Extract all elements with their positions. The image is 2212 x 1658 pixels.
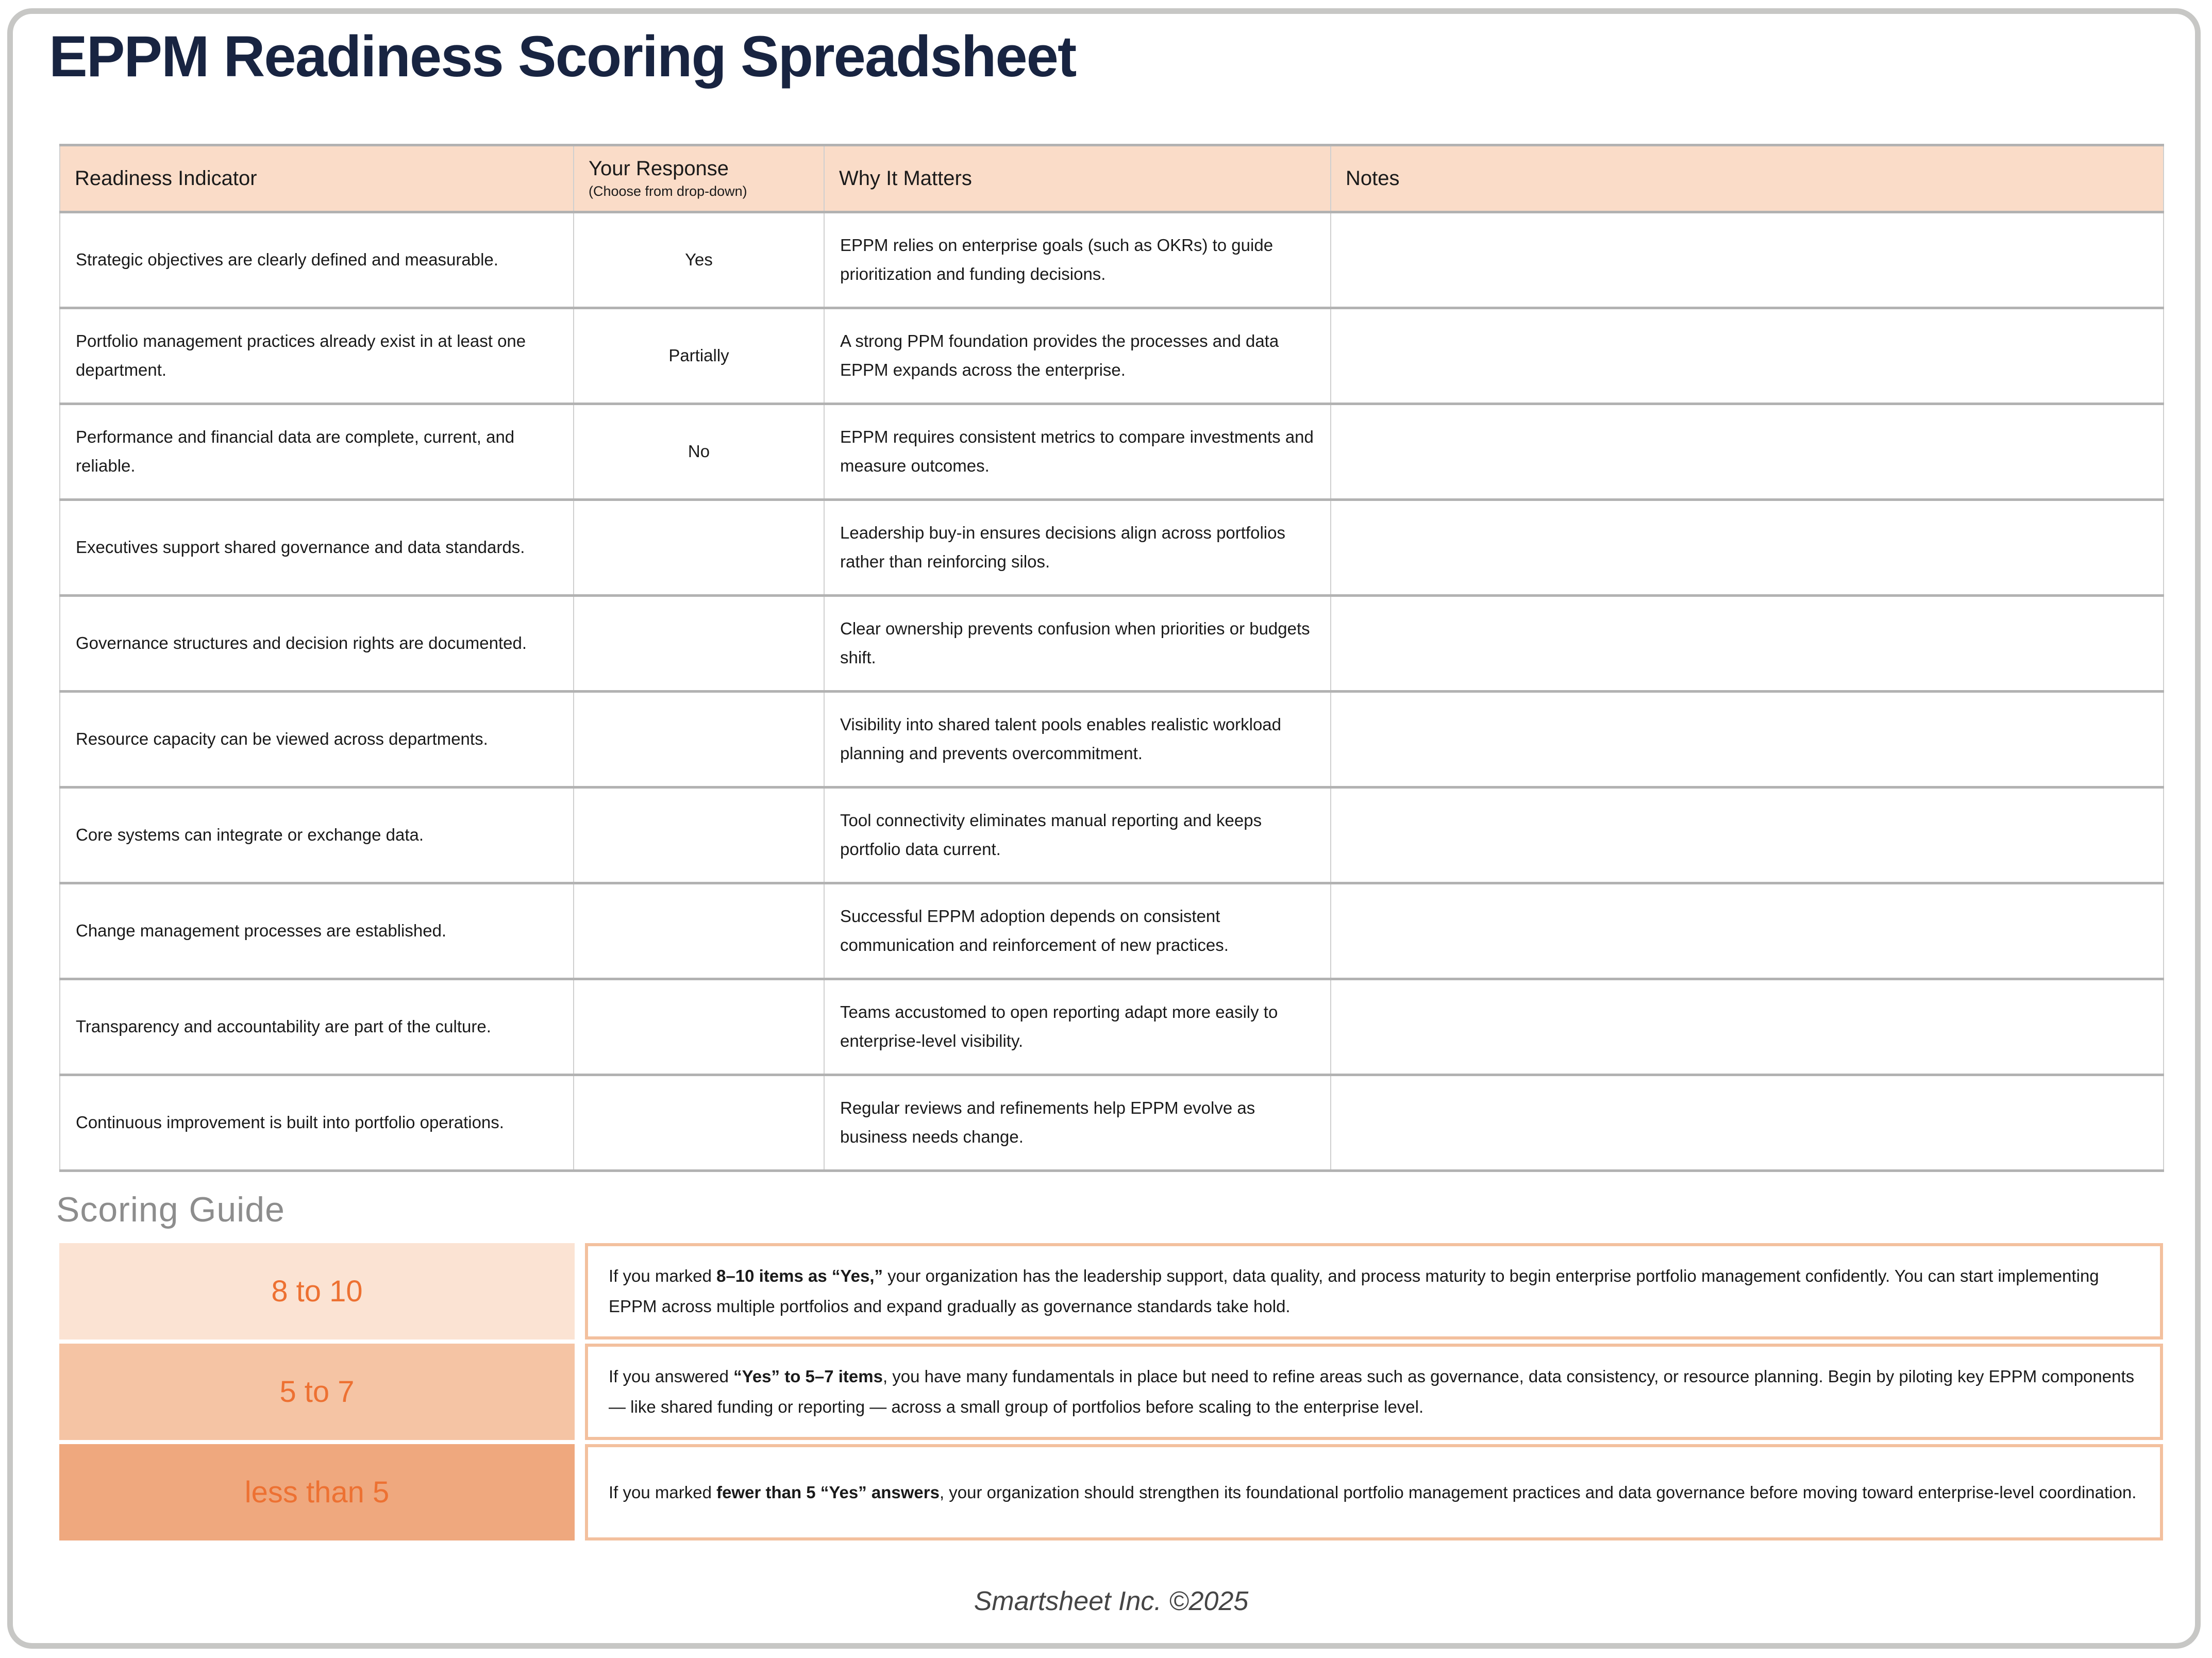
page-title: EPPM Readiness Scoring Spreadsheet [49,24,1077,89]
score-range-cell: 5 to 7 [59,1343,575,1440]
indicator-cell: Portfolio management practices already e… [59,306,574,405]
response-dropdown-cell[interactable] [573,690,825,789]
readiness-table: Readiness Indicator Your Response (Choos… [59,143,2164,1172]
notes-cell[interactable] [1330,690,2164,789]
response-dropdown-cell[interactable] [573,785,825,884]
indicator-cell: Performance and financial data are compl… [59,402,574,501]
response-dropdown-cell[interactable]: Partially [573,306,825,405]
content-area: EPPM Readiness Scoring Spreadsheet Readi… [49,0,2164,1617]
score-description-text: If you answered “Yes” to 5–7 items, you … [609,1361,2139,1422]
score-description-segment: your organization has the leadership sup… [609,1266,2099,1316]
why-cell: Visibility into shared talent pools enab… [824,690,1331,789]
notes-cell[interactable] [1330,594,2164,693]
notes-cell[interactable] [1330,498,2164,597]
col-header-response-hint: (Choose from drop-down) [589,183,747,199]
indicator-cell: Resource capacity can be viewed across d… [59,690,574,789]
score-description-cell: If you marked 8–10 items as “Yes,” your … [585,1243,2163,1339]
col-header-why-it-matters: Why It Matters [824,143,1331,213]
col-header-readiness-indicator: Readiness Indicator [59,143,574,213]
notes-cell[interactable] [1330,881,2164,980]
table-row: Executives support shared governance and… [59,498,2164,597]
why-cell: Teams accustomed to open reporting adapt… [824,977,1331,1076]
score-description-bold: 8–10 items as “Yes,” [716,1266,883,1285]
table-row: Strategic objectives are clearly defined… [59,210,2164,309]
score-description-cell: If you answered “Yes” to 5–7 items, you … [585,1343,2163,1440]
why-cell: EPPM requires consistent metrics to comp… [824,402,1331,501]
why-cell: Tool connectivity eliminates manual repo… [824,785,1331,884]
score-description-text: If you marked fewer than 5 “Yes” answers… [609,1477,2136,1508]
response-dropdown-cell[interactable] [573,977,825,1076]
indicator-cell: Change management processes are establis… [59,881,574,980]
notes-cell[interactable] [1330,306,2164,405]
score-description-bold: “Yes” to 5–7 items [733,1366,883,1386]
footer-credit: Smartsheet Inc. ©2025 [974,1586,1249,1616]
why-cell: Regular reviews and refinements help EPP… [824,1073,1331,1172]
response-dropdown-cell[interactable] [573,498,825,597]
score-range-cell: less than 5 [59,1444,575,1540]
score-description-segment: If you marked [609,1266,717,1285]
notes-cell[interactable] [1330,785,2164,884]
table-row: Continuous improvement is built into por… [59,1073,2164,1172]
response-dropdown-cell[interactable] [573,594,825,693]
notes-cell[interactable] [1330,210,2164,309]
col-header-your-response: Your Response (Choose from drop-down) [573,143,825,213]
score-description-segment: , you have many fundamentals in place bu… [609,1366,2135,1417]
score-description-cell: If you marked fewer than 5 “Yes” answers… [585,1444,2163,1540]
response-dropdown-cell[interactable] [573,881,825,980]
table-row: Resource capacity can be viewed across d… [59,690,2164,789]
scoring-guide-table: 8 to 10 If you marked 8–10 items as “Yes… [59,1243,2163,1540]
table-row: Governance structures and decision right… [59,594,2164,693]
why-cell: A strong PPM foundation provides the pro… [824,306,1331,405]
notes-cell[interactable] [1330,1073,2164,1172]
indicator-cell: Continuous improvement is built into por… [59,1073,574,1172]
col-header-notes: Notes [1330,143,2164,213]
score-description-bold: fewer than 5 “Yes” answers [716,1482,940,1502]
indicator-cell: Governance structures and decision right… [59,594,574,693]
indicator-cell: Executives support shared governance and… [59,498,574,597]
score-range-cell: 8 to 10 [59,1243,575,1339]
table-row: Transparency and accountability are part… [59,977,2164,1076]
table-row: Performance and financial data are compl… [59,402,2164,501]
indicator-cell: Transparency and accountability are part… [59,977,574,1076]
table-row: Core systems can integrate or exchange d… [59,785,2164,884]
notes-cell[interactable] [1330,977,2164,1076]
response-dropdown-cell[interactable] [573,1073,825,1172]
indicator-cell: Strategic objectives are clearly defined… [59,210,574,309]
indicator-cell: Core systems can integrate or exchange d… [59,785,574,884]
why-cell: Clear ownership prevents confusion when … [824,594,1331,693]
table-row: Portfolio management practices already e… [59,306,2164,405]
scoring-guide-title: Scoring Guide [56,1190,285,1229]
score-description-segment: , your organization should strengthen it… [939,1482,2137,1502]
notes-cell[interactable] [1330,402,2164,501]
why-cell: Leadership buy-in ensures decisions alig… [824,498,1331,597]
table-row: Change management processes are establis… [59,881,2164,980]
col-header-response-label: Your Response [589,157,729,180]
header-row: Readiness Indicator Your Response (Choos… [59,143,2164,213]
why-cell: EPPM relies on enterprise goals (such as… [824,210,1331,309]
score-description-text: If you marked 8–10 items as “Yes,” your … [609,1261,2139,1322]
score-description-segment: If you marked [609,1482,717,1502]
response-dropdown-cell[interactable]: No [573,402,825,501]
response-dropdown-cell[interactable]: Yes [573,210,825,309]
why-cell: Successful EPPM adoption depends on cons… [824,881,1331,980]
score-description-segment: If you answered [609,1366,734,1386]
